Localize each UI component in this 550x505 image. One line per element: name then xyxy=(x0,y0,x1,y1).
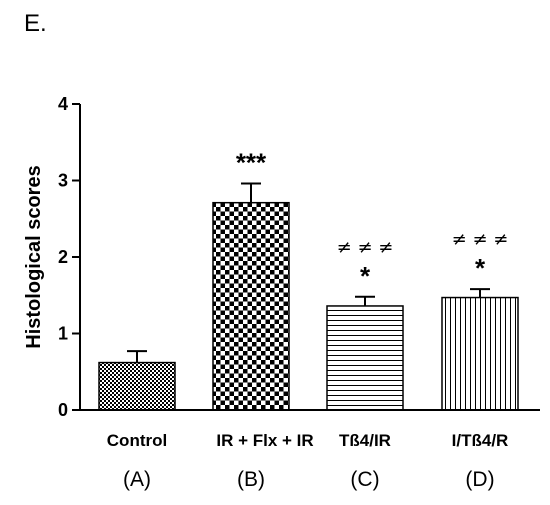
significance-stars-1: * xyxy=(360,261,371,291)
category-label-2: Tß4/IR xyxy=(339,431,391,450)
significance-neq-1: ≠ ≠ ≠ xyxy=(337,237,394,258)
category-label-0: Control xyxy=(107,431,167,450)
category-code-1: (B) xyxy=(237,468,265,491)
y-tick-label-2: 2 xyxy=(58,247,68,267)
bar-2 xyxy=(326,305,404,411)
y-tick-label-3: 3 xyxy=(58,171,68,191)
bar-1 xyxy=(212,201,290,411)
panel-label: E. xyxy=(24,10,47,37)
significance-stars-0: *** xyxy=(236,148,267,178)
category-code-3: (D) xyxy=(465,468,494,491)
y-tick-label-4: 4 xyxy=(58,94,68,114)
category-code-2: (C) xyxy=(350,468,379,491)
category-code-0: (A) xyxy=(123,468,151,491)
significance-stars-2: * xyxy=(475,253,486,283)
y-axis-label: Histological scores xyxy=(23,165,45,348)
y-tick-label-1: 1 xyxy=(58,324,68,344)
bar-3 xyxy=(441,296,519,411)
category-label-1: IR + Flx + IR xyxy=(216,431,313,450)
y-tick-label-0: 0 xyxy=(58,400,68,420)
category-label-3: I/Tß4/R xyxy=(452,431,509,450)
significance-neq-2: ≠ ≠ ≠ xyxy=(452,229,509,250)
bar-0 xyxy=(98,361,176,411)
